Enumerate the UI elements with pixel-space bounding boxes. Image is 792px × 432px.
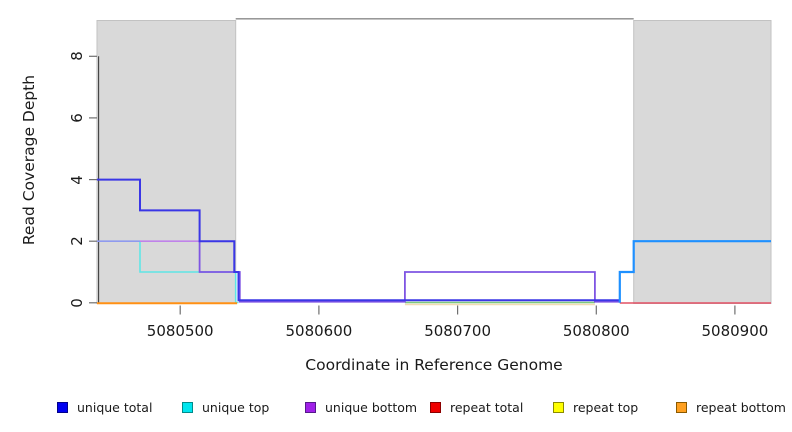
x-tick-label: 5080500: [146, 322, 214, 340]
x-tick-label: 5080600: [285, 322, 353, 340]
legend-label: unique bottom: [325, 399, 418, 415]
legend-label: unique total: [77, 399, 153, 415]
y-tick-label: 2: [68, 236, 86, 246]
repeat-region-left: [96, 20, 237, 304]
legend-label: repeat total: [450, 399, 524, 415]
series-unique_total_top_right: [618, 240, 771, 303]
legend-swatch-icon: [305, 401, 316, 413]
x-axis-title: Coordinate in Reference Genome: [305, 356, 563, 374]
legend-item: repeat total: [430, 399, 524, 415]
series-unique_total: [97, 178, 620, 302]
legend-item: unique top: [182, 399, 270, 415]
x-tick-label: 5080900: [701, 322, 769, 340]
legend-swatch-icon: [57, 401, 68, 413]
legend-item: unique bottom: [305, 399, 418, 415]
legend-item: unique total: [57, 399, 153, 415]
legend-swatch-icon: [182, 401, 193, 413]
y-tick-label: 8: [68, 51, 86, 62]
legend-label: unique top: [202, 399, 270, 415]
legend-label: repeat top: [573, 399, 639, 415]
y-tick-label: 0: [68, 298, 86, 308]
series-unique_bottom: [198, 241, 620, 303]
y-tick-label: 4: [68, 174, 86, 185]
y-axis-title: Read Coverage Depth: [20, 74, 38, 246]
repeat-region-right: [633, 20, 772, 304]
x-tick-label: 5080700: [424, 322, 491, 340]
legend-swatch-icon: [676, 401, 687, 413]
legend-item: repeat bottom: [676, 399, 786, 415]
legend-item: repeat top: [553, 399, 639, 415]
legend-swatch-icon: [430, 401, 441, 413]
x-tick-label: 5080800: [562, 322, 630, 340]
y-tick-label: 6: [68, 113, 86, 123]
legend-swatch-icon: [553, 401, 564, 413]
legend-label: repeat bottom: [696, 399, 786, 415]
